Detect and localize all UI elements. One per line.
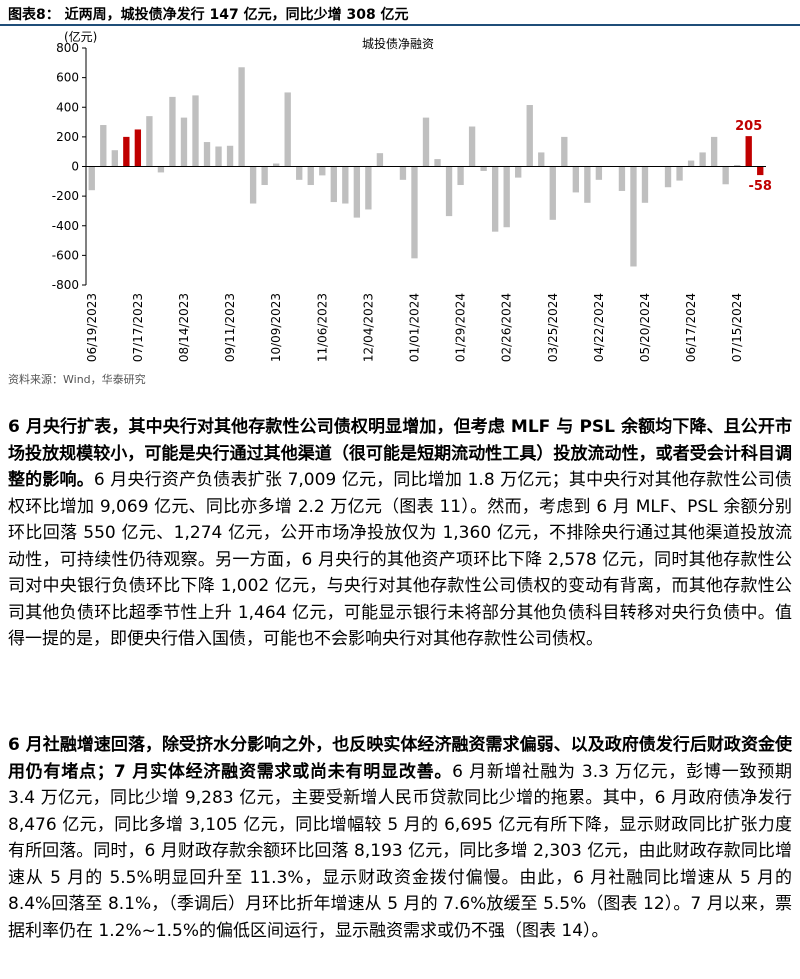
x-tick-label: 04/22/2024 [592,293,606,362]
bar [572,166,579,193]
y-tick-label: -600 [52,248,79,262]
paragraph-2: 6 月社融增速回落，除受挤水分影响之外，也反映实体经济融资需求偏弱、以及政府债发… [8,732,792,944]
bar-series [88,67,764,267]
data-label: 205 [735,119,762,134]
paragraph-2-body: 6 月新增社融为 3.3 万亿元，彭博一致预期 3.4 万亿元，同比少增 9,2… [8,761,792,941]
bar [192,95,199,167]
data-labels: 205 -58 [735,119,772,194]
bar [445,166,453,217]
figure-title: 图表8： 近两周，城投债净发行 147 亿元，同比少增 308 亿元 [8,7,409,23]
bar [353,166,361,218]
bar [722,166,729,185]
data-label: -58 [748,179,772,194]
bar [307,166,314,186]
y-axis: -800 -600 -400 -200 0 200 400 600 800 [52,41,87,292]
bar [111,150,118,167]
y-tick-label: 200 [56,130,79,144]
bar [480,166,487,171]
bar [561,136,568,167]
bar [249,166,257,204]
paragraph-1-lead: 6 月央行扩表，其中央行对其他存款性公司债权明显增加，但考虑 MLF 与 PSL… [8,417,792,490]
bar [584,166,591,203]
bar [134,129,142,167]
bar [342,166,349,204]
x-tick-label: 07/17/2023 [131,293,145,362]
bar [157,166,165,173]
bar [146,116,153,167]
y-tick-label: -800 [52,278,79,292]
paragraph-1-body: 6 月央行资产负债表扩张 7,009 亿元，同比增加 1.8 万亿元；其中央行对… [8,470,792,649]
x-tick-label: 03/25/2024 [546,293,560,362]
y-tick-label: 400 [56,100,79,114]
x-tick-label: 07/15/2024 [730,293,744,362]
x-tick-label: 02/26/2024 [500,293,514,362]
x-tick-label: 05/20/2024 [638,293,652,362]
bar [180,117,188,167]
bar [203,142,211,167]
bar [261,166,268,186]
bar [319,166,326,176]
bar [365,166,372,210]
bar [88,166,95,191]
figure-source: 资料来源：Wind，华泰研究 [8,373,146,386]
bar [641,166,649,203]
x-tick-label: 06/19/2023 [85,293,99,362]
x-tick-label: 08/14/2023 [177,293,191,362]
x-axis: 06/19/2023 07/17/2023 08/14/2023 09/11/2023… [85,166,766,362]
bar [215,146,222,167]
bar [503,166,510,228]
x-tick-label: 11/06/2023 [315,293,329,362]
bar [123,136,130,167]
paragraph-1: 6 月央行扩表，其中央行对其他存款性公司债权明显增加，但考虑 MLF 与 PSL… [8,414,792,653]
bar [734,165,741,167]
x-tick-label: 12/04/2023 [361,293,375,362]
bar [457,166,464,186]
y-tick-label: 0 [71,160,79,174]
bar [296,166,303,180]
bar [399,166,407,180]
bar [422,117,430,167]
bar [664,166,672,188]
y-tick-label: 600 [56,71,79,85]
bar [699,152,706,167]
paragraph-2-lead: 6 月社融增速回落，除受挤水分影响之外，也反映实体经济融资需求偏弱、以及政府债发… [8,735,792,782]
bar [538,152,545,167]
y-tick-label: 800 [56,41,79,55]
bar [434,159,441,167]
bar [284,92,291,167]
bar [515,166,522,178]
chart-unit-label: (亿元) [64,29,97,44]
bar [330,166,337,203]
bar [710,136,718,167]
x-tick-label: 09/11/2023 [223,293,237,362]
bar-chart: (亿元) 城投债净融资 -800 -600 -400 -200 0 200 400 600 80… [52,29,772,362]
bar [226,145,234,167]
bar [100,125,107,167]
bar [169,96,176,167]
x-tick-label: 10/09/2023 [269,293,283,362]
bar [595,166,603,180]
figure-title-rule [0,24,800,26]
bar [491,166,499,232]
bar [238,67,245,167]
bar [376,153,384,167]
bar [676,166,683,181]
bar [757,166,764,176]
bar [630,166,637,267]
x-tick-label: 01/01/2024 [407,293,421,362]
y-tick-label: -200 [52,189,79,203]
bar [526,105,533,167]
bar [745,136,752,167]
bar [618,166,626,191]
bar [411,166,418,259]
bar [273,163,280,167]
chart-title: 城投债净融资 [362,36,434,51]
y-tick-label: -400 [52,219,79,233]
bar [468,126,476,167]
bar [687,160,695,167]
x-tick-label: 06/17/2024 [684,293,698,362]
bar [549,166,556,220]
x-tick-label: 01/29/2024 [454,293,468,362]
